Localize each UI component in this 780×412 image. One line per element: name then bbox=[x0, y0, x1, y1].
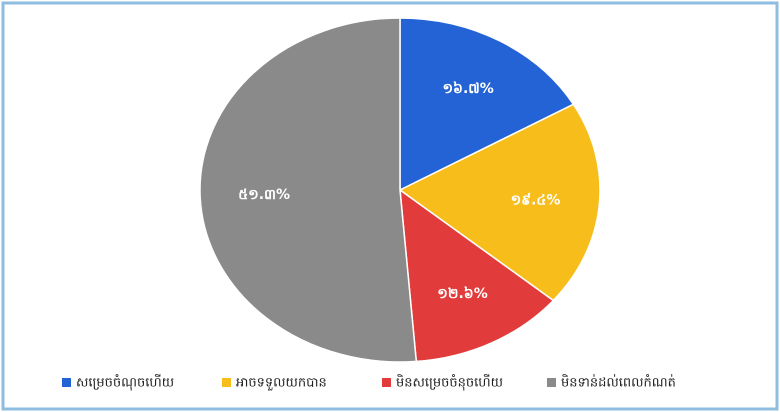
legend-label: មិនទាន់ដល់ពេលកំណត់ bbox=[561, 374, 676, 391]
pie-slice bbox=[399, 17, 575, 192]
data-label: ៥១.៣% bbox=[238, 187, 290, 203]
data-label: ១២.៦% bbox=[437, 286, 487, 302]
legend-swatch bbox=[382, 378, 391, 387]
legend-swatch bbox=[62, 378, 71, 387]
pie-slice bbox=[199, 17, 418, 363]
legend-label: សម្រេចចំណុចហើយ bbox=[76, 374, 174, 392]
data-label: ១៩.៤% bbox=[511, 192, 561, 208]
pie-slice bbox=[398, 103, 601, 302]
legend-label: អាចទទួលយកបាន bbox=[236, 376, 327, 392]
legend-swatch bbox=[547, 378, 556, 387]
legend-label: មិនសម្រេចចំនុចហើយ bbox=[396, 374, 503, 392]
pie-slice bbox=[399, 188, 555, 363]
data-label: ១៦.៧% bbox=[442, 81, 493, 97]
legend-swatch bbox=[222, 378, 231, 387]
